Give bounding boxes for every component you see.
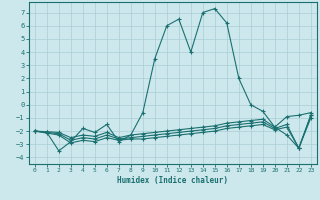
X-axis label: Humidex (Indice chaleur): Humidex (Indice chaleur) [117, 176, 228, 185]
